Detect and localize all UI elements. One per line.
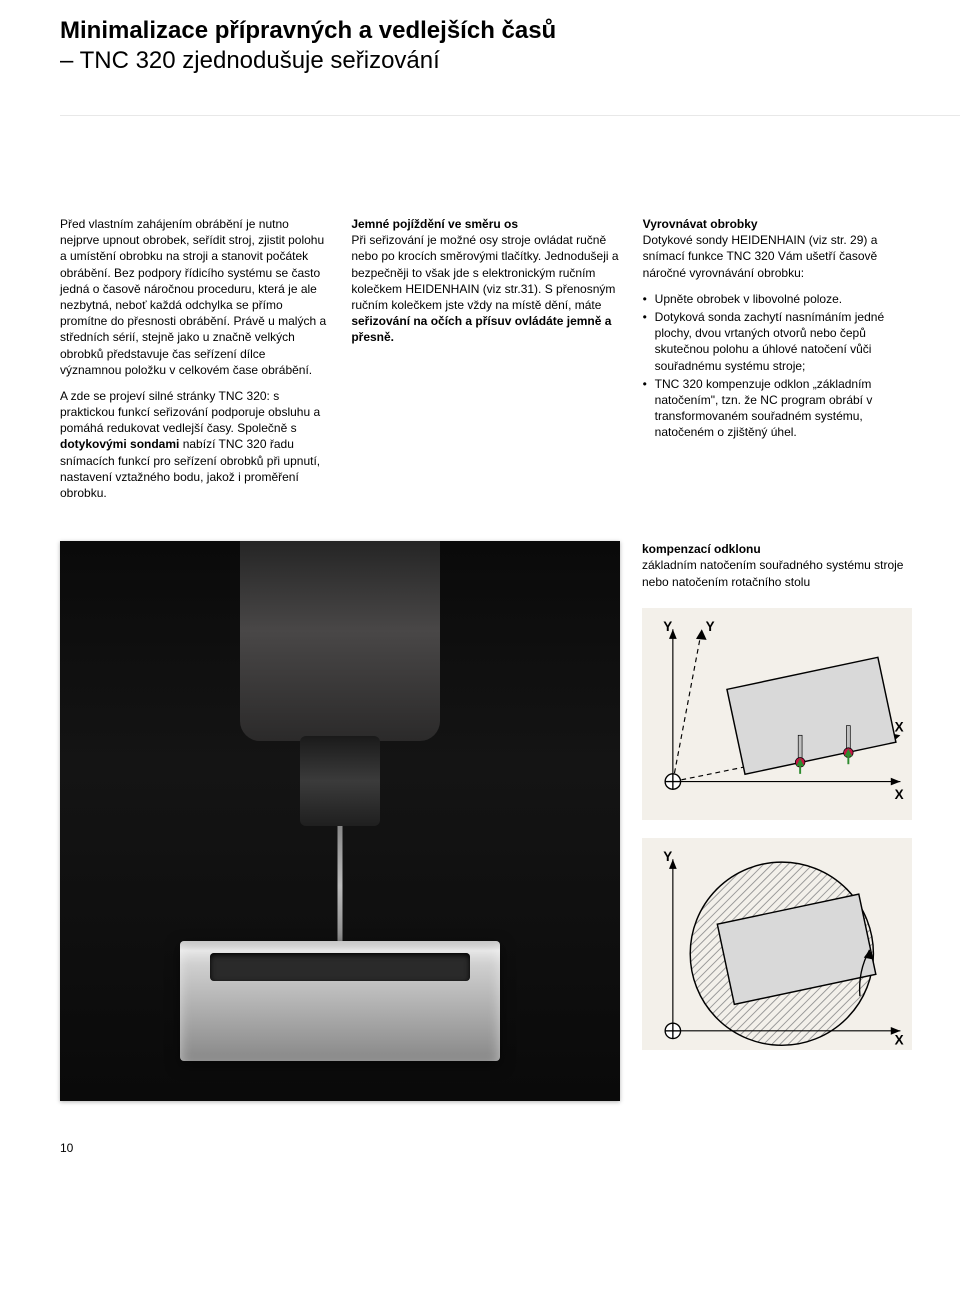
diagram-coord-rotation: Y Y X X [642, 608, 912, 820]
diagram-table-rotation: Y X [642, 838, 912, 1050]
probe-holder-icon [300, 736, 380, 826]
col1-p2-a: A zde se projeví silné stránky TNC 320: … [60, 389, 320, 435]
col3-p1: Dotykové sondy HEIDENHAIN (viz str. 29) … [643, 233, 878, 279]
spindle-icon [240, 541, 440, 741]
bullet-2: Dotyková sonda zachytí nasnímáním jedné … [643, 309, 912, 374]
col2-p1-a: Při seřizování je možné osy stroje ovlád… [351, 233, 618, 312]
col1-para1: Před vlastním zahájením obrábění je nutn… [60, 216, 329, 378]
d2-x: X [895, 1032, 904, 1047]
col1-p2-bold: dotykovými sondami [60, 437, 179, 451]
page-number: 10 [0, 1101, 960, 1155]
lower-row: kompenzací odklonu základním natočením s… [0, 531, 960, 1101]
col3-intro: Vyrovnávat obrobky Dotykové sondy HEIDEN… [643, 216, 912, 281]
d1-y1: Y [663, 619, 672, 634]
workpiece-icon [180, 941, 500, 1061]
col1-para2: A zde se projeví silné stránky TNC 320: … [60, 388, 329, 501]
right-lead-block: kompenzací odklonu základním natočením s… [642, 541, 912, 590]
bullet-3: TNC 320 kompenzuje odklon „základním nat… [643, 376, 912, 441]
column-2: Jemné pojíždění ve směru os Při seřizová… [351, 216, 620, 511]
column-3: Vyrovnávat obrobky Dotykové sondy HEIDEN… [643, 216, 912, 511]
col2-p1-bold: seřizování na očích a přísuv ovládáte je… [351, 314, 611, 344]
d1-x1: X [895, 719, 904, 734]
page-subtitle: – TNC 320 zjednodušuje seřizování [60, 46, 900, 76]
body-columns: Před vlastním zahájením obrábění je nutn… [0, 116, 960, 531]
col3-lead: Vyrovnávat obrobky [643, 216, 912, 232]
d1-y2: Y [706, 619, 715, 634]
d2-y: Y [663, 849, 672, 864]
d1-x2: X [895, 787, 904, 802]
col2-lead: Jemné pojíždění ve směru os [351, 216, 620, 232]
column-1: Před vlastním zahájením obrábění je nutn… [60, 216, 329, 511]
right-lead: kompenzací odklonu [642, 542, 761, 556]
machine-photo [60, 541, 620, 1101]
right-stack: kompenzací odklonu základním natočením s… [642, 541, 912, 1050]
right-text: základním natočením souřadného systému s… [642, 558, 903, 588]
probe-stylus-icon [338, 826, 343, 946]
page-title: Minimalizace přípravných a vedlejších ča… [60, 16, 900, 46]
header: Minimalizace přípravných a vedlejších ča… [0, 0, 960, 116]
col2-para1: Jemné pojíždění ve směru os Při seřizová… [351, 216, 620, 346]
bullet-1: Upněte obrobek v libovolné poloze. [643, 291, 912, 307]
col3-bullets: Upněte obrobek v libovolné poloze. Dotyk… [643, 291, 912, 441]
